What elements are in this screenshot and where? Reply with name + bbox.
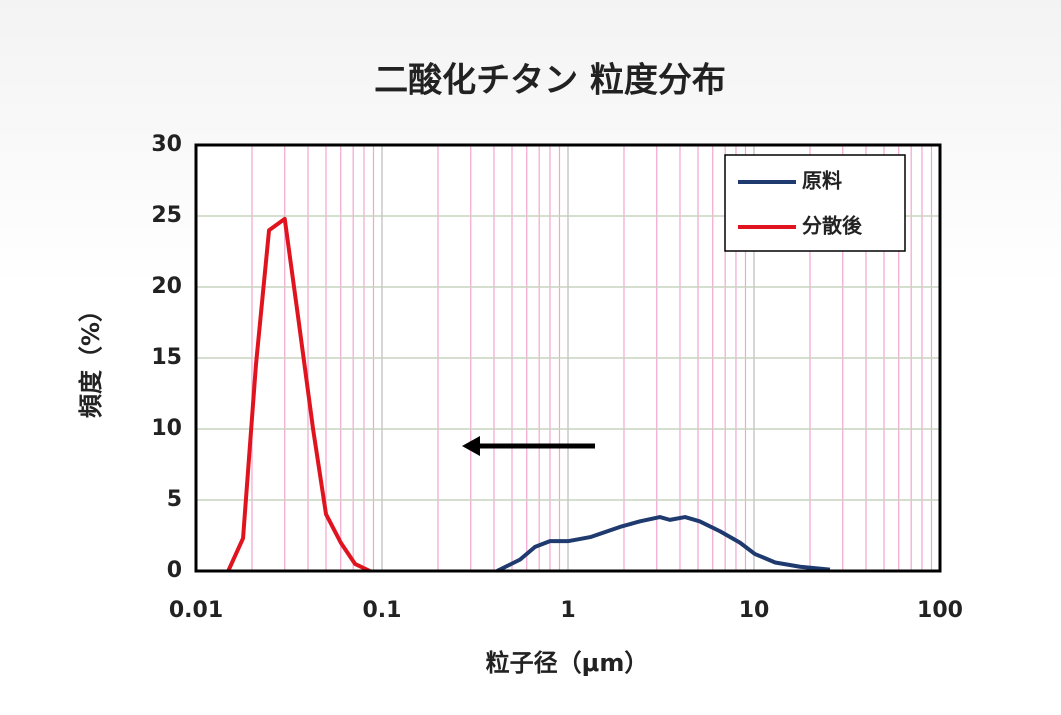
y-tick-label: 25 bbox=[151, 203, 182, 228]
y-tick-label: 15 bbox=[151, 345, 182, 370]
y-tick-label: 20 bbox=[151, 274, 182, 299]
series-line bbox=[496, 515, 831, 573]
chart-title: 二酸化チタン 粒度分布 bbox=[374, 61, 726, 101]
x-tick-label: 100 bbox=[917, 598, 963, 623]
x-tick-label: 10 bbox=[739, 598, 770, 623]
arrow-head bbox=[462, 436, 480, 456]
plot-frame bbox=[194, 143, 942, 573]
y-tick-label: 30 bbox=[151, 132, 182, 157]
legend-box bbox=[724, 154, 906, 252]
legend-label: 原料 bbox=[802, 169, 842, 193]
x-tick-label: 0.01 bbox=[169, 598, 223, 623]
y-axis-label: 頻度（%） bbox=[77, 298, 105, 418]
y-tick-label: 5 bbox=[167, 487, 182, 512]
x-tick-label: 0.1 bbox=[363, 598, 402, 623]
y-tick-label: 0 bbox=[167, 558, 182, 583]
series-line bbox=[226, 216, 371, 573]
y-tick-label: 10 bbox=[151, 416, 182, 441]
x-tick-label: 1 bbox=[560, 598, 575, 623]
series-group bbox=[226, 216, 831, 573]
x-axis-label: 粒子径（μm） bbox=[486, 649, 649, 677]
legend-label: 分散後 bbox=[802, 214, 863, 238]
